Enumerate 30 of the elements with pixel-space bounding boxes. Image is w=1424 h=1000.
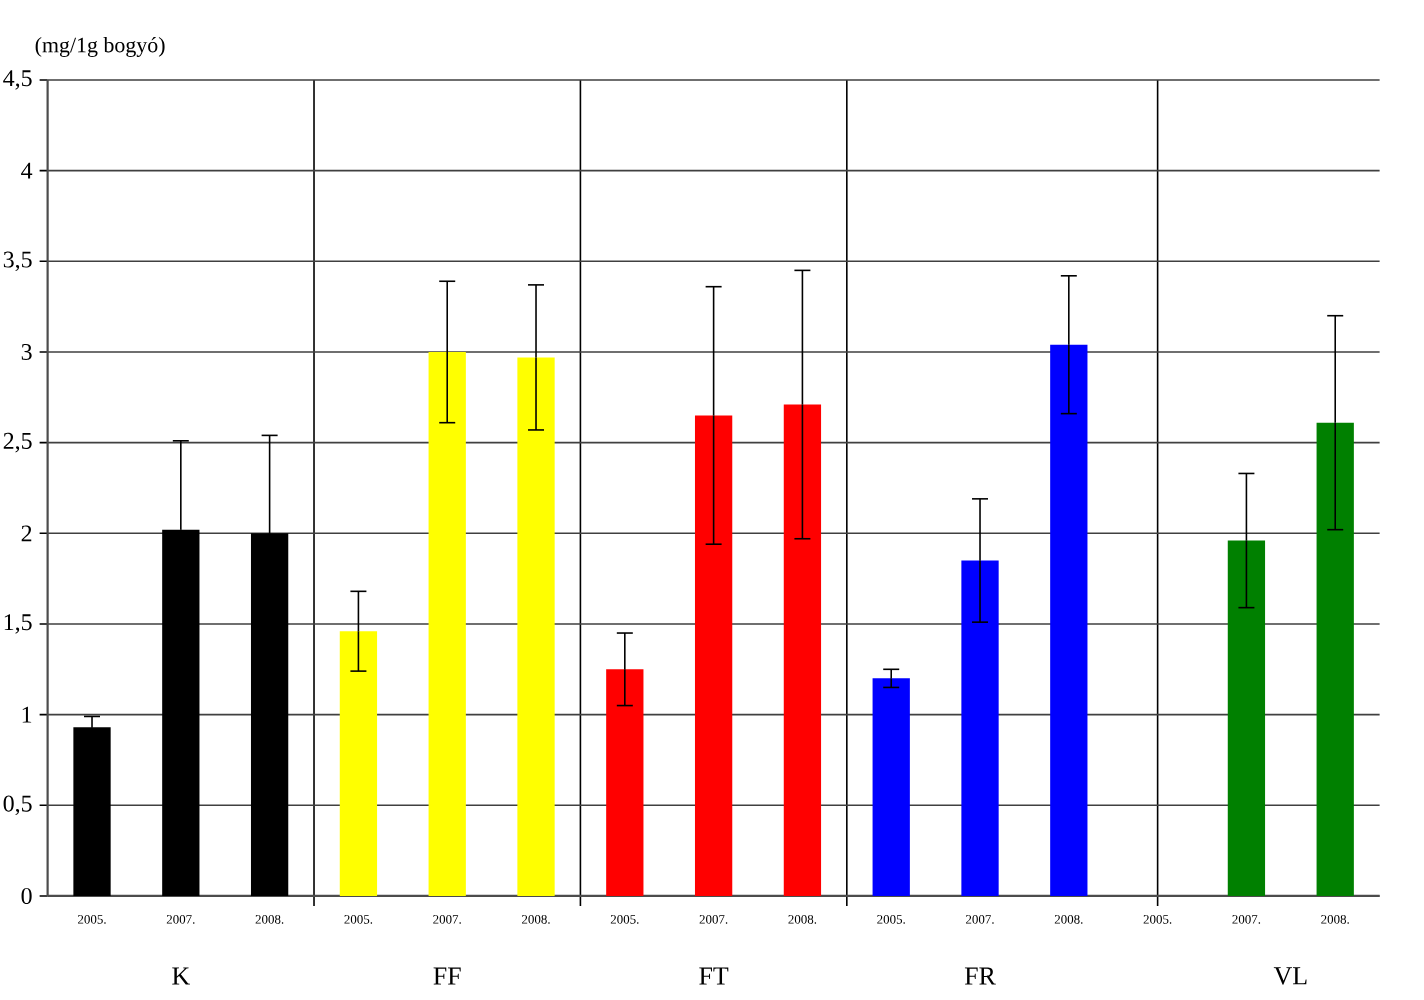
bar <box>250 533 289 896</box>
y-tick-label: 4,5 <box>3 70 32 90</box>
y-tick-label: 0 <box>21 887 32 905</box>
y-tick-label: 1,5 <box>4 614 32 634</box>
bar <box>1050 344 1088 896</box>
bar <box>517 357 555 896</box>
text: FT <box>699 967 729 985</box>
y-tick-label: 0,5 <box>3 795 32 816</box>
text: VL <box>1273 967 1307 985</box>
text: FF <box>433 967 461 985</box>
y-tick-label: 3 <box>21 343 32 360</box>
text: FR <box>964 967 996 985</box>
bar <box>872 678 910 896</box>
y-axis-title: (mg/1g bogyó) <box>35 36 165 57</box>
bar <box>339 631 378 896</box>
bar <box>1316 422 1354 896</box>
bar <box>73 727 111 896</box>
bar <box>694 415 733 896</box>
y-tick-label: 1 <box>22 706 32 723</box>
bar <box>961 560 999 896</box>
bar <box>606 669 644 896</box>
y-tick-label: 2,5 <box>3 432 32 453</box>
y-tick-label: 2 <box>21 525 32 542</box>
y-tick-label: 3,5 <box>3 251 32 272</box>
text: K <box>172 967 190 985</box>
y-tick-label: 4 <box>21 162 33 179</box>
bar <box>162 529 200 896</box>
bar <box>428 351 466 896</box>
bar <box>783 404 822 896</box>
bar <box>1227 540 1266 896</box>
